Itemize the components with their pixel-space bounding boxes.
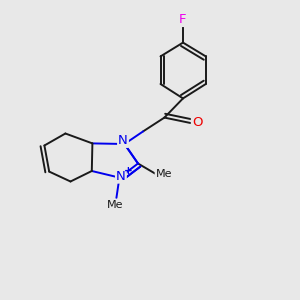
Text: F: F (179, 13, 187, 26)
Text: Me: Me (107, 200, 123, 210)
Text: O: O (192, 116, 202, 129)
Text: N: N (116, 169, 126, 183)
Text: Me: Me (156, 169, 172, 179)
Text: N: N (118, 134, 128, 147)
Text: +: + (123, 166, 132, 176)
